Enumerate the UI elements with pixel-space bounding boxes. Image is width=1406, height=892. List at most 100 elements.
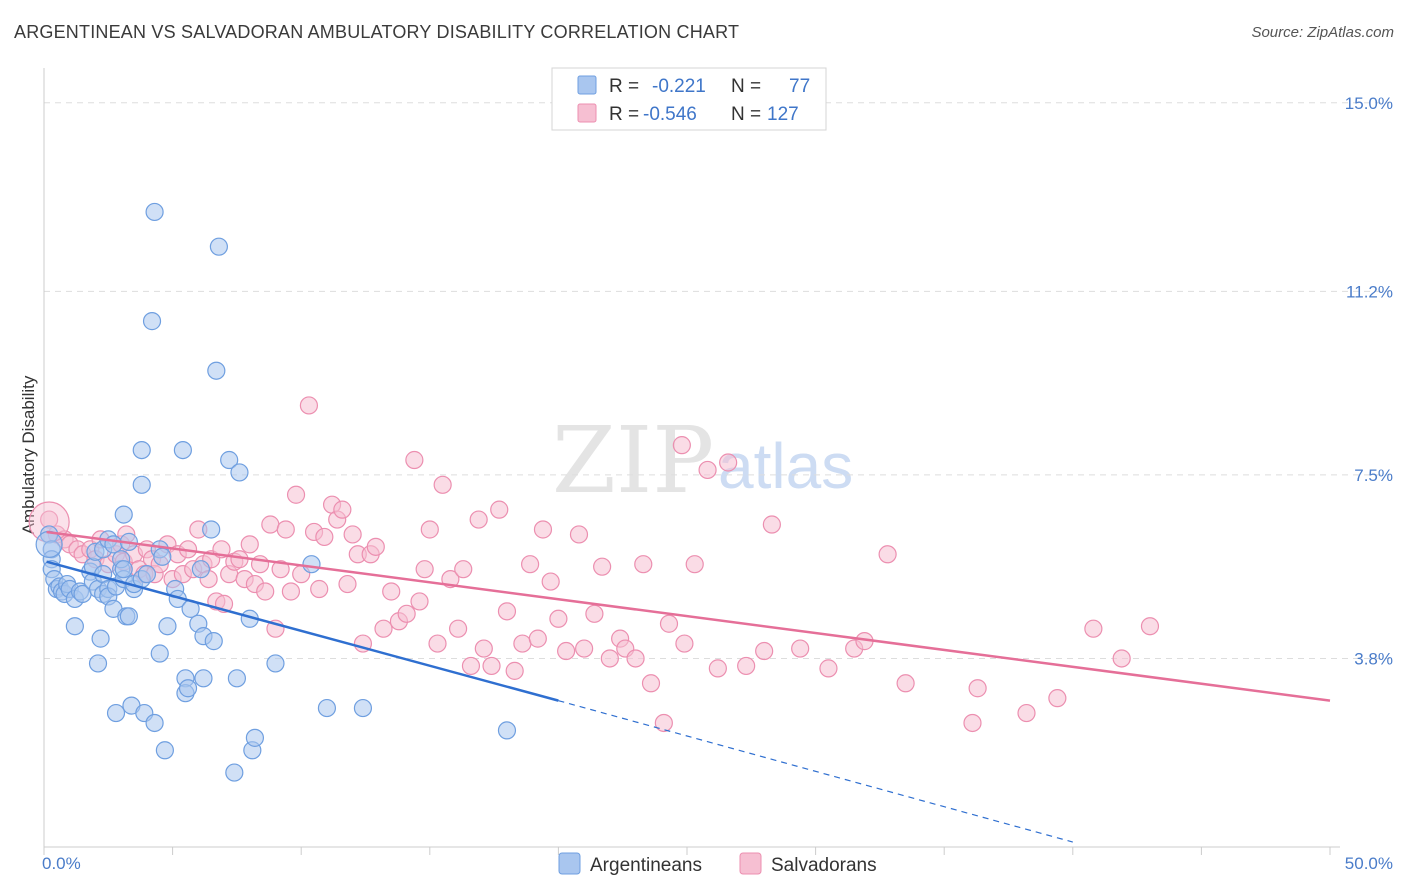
argentinean-point-54 xyxy=(155,741,174,760)
y-tick-label-2: 11.2% xyxy=(1346,282,1393,301)
salvadoran-point-63 xyxy=(382,582,401,601)
argentinean-point-69 xyxy=(207,361,226,380)
argentinean-point-23 xyxy=(88,654,108,673)
y-axis-label: Ambulatory Disability xyxy=(19,375,38,534)
salvadoran-point-85 xyxy=(533,520,553,539)
argentinean-point-39 xyxy=(119,607,138,626)
salvadoran-point-66 xyxy=(405,450,424,470)
argentinean-point-45 xyxy=(132,475,151,494)
salvadoran-point-96 xyxy=(626,649,645,668)
legend-n-value-1: 77 xyxy=(789,76,810,97)
argentinean-point-80 xyxy=(317,698,337,718)
legend-r-value-2: -0.546 xyxy=(643,104,697,125)
salvadoran-point-46 xyxy=(281,582,301,601)
argentinean-point-48 xyxy=(145,202,164,222)
argentineans-trend-extension xyxy=(558,700,1073,843)
argentinean-point-81 xyxy=(353,698,373,718)
salvadoran-point-89 xyxy=(569,525,589,544)
argentinean-point-68 xyxy=(204,632,223,651)
salvadoran-point-74 xyxy=(454,560,473,579)
salvadoran-point-61 xyxy=(366,537,385,556)
argentinean-point-52 xyxy=(150,644,169,663)
salvadoran-point-107 xyxy=(737,656,756,676)
stats-legend: R = -0.221 N = 77 R = -0.546 N = 127 xyxy=(551,67,827,131)
salvadoran-point-91 xyxy=(585,604,604,623)
salvadoran-point-65 xyxy=(397,604,416,623)
argentinean-point-73 xyxy=(227,669,246,688)
y-tick-label-3: 15.0% xyxy=(1345,94,1393,113)
argentinean-point-53 xyxy=(153,547,172,566)
series-label-salvadorans: Salvadorans xyxy=(771,855,877,876)
legend-swatch-pink xyxy=(577,103,597,123)
x-axis-ticks xyxy=(43,847,1331,855)
salvadoran-point-119 xyxy=(1048,689,1067,708)
salvadorans-points xyxy=(28,396,1160,733)
salvadoran-point-38 xyxy=(240,535,259,554)
series-swatch-salvadorans xyxy=(739,852,762,875)
salvadoran-point-106 xyxy=(719,453,738,472)
argentinean-point-72 xyxy=(225,763,244,782)
salvadoran-point-82 xyxy=(513,634,532,653)
argentinean-point-55 xyxy=(158,617,177,636)
salvadoran-point-75 xyxy=(461,656,481,676)
argentinean-point-82 xyxy=(497,721,517,740)
salvadoran-point-116 xyxy=(963,713,982,733)
salvadoran-point-108 xyxy=(755,641,774,661)
salvadoran-point-86 xyxy=(541,572,560,591)
salvadoran-point-99 xyxy=(654,713,673,733)
legend-n-label-1: N = xyxy=(731,76,761,97)
argentinean-point-79 xyxy=(302,555,321,574)
salvadoran-point-55 xyxy=(333,500,352,519)
salvadoran-point-41 xyxy=(256,582,275,601)
salvadoran-point-87 xyxy=(549,609,568,628)
argentineans-trend-line xyxy=(46,560,559,702)
salvadoran-point-49 xyxy=(299,396,319,415)
salvadoran-point-77 xyxy=(474,639,493,658)
salvadoran-point-93 xyxy=(600,649,619,668)
argentinean-point-cluster xyxy=(35,530,63,558)
argentinean-point-58 xyxy=(173,440,192,460)
salvadoran-point-120 xyxy=(1084,619,1103,638)
salvadoran-point-122 xyxy=(1140,617,1160,636)
salvadoran-point-56 xyxy=(338,574,357,594)
argentinean-point-70 xyxy=(209,237,228,256)
x-tick-label-min: 0.0% xyxy=(42,854,81,873)
salvadoran-point-76 xyxy=(469,510,488,529)
salvadoran-point-42 xyxy=(261,515,280,534)
salvadoran-point-104 xyxy=(698,460,717,480)
salvadoran-point-81 xyxy=(505,661,524,680)
salvadoran-point-100 xyxy=(659,614,679,633)
argentinean-point-78 xyxy=(266,654,285,673)
salvadoran-point-78 xyxy=(482,656,501,676)
argentinean-point-71 xyxy=(220,450,239,470)
salvadoran-point-73 xyxy=(448,619,468,638)
argentinean-point-38 xyxy=(114,560,133,579)
salvadoran-point-110 xyxy=(791,639,810,658)
salvadoran-point-45 xyxy=(276,520,295,539)
salvadoran-point-92 xyxy=(593,557,612,576)
salvadoran-point-118 xyxy=(1017,703,1036,723)
salvadoran-point-105 xyxy=(708,659,727,678)
y-axis-tick-labels: 3.8% 7.5% 11.2% 15.0% xyxy=(1345,94,1393,669)
legend-n-value-2: 127 xyxy=(767,104,799,125)
legend-r-label-2: R = xyxy=(609,104,639,125)
argentinean-point-61 xyxy=(178,679,198,698)
argentinean-point-27 xyxy=(91,629,110,648)
x-tick-label-max: 50.0% xyxy=(1345,854,1393,873)
salvadoran-point-79 xyxy=(490,500,509,519)
y-tick-label-0: 3.8% xyxy=(1354,649,1393,668)
salvadoran-point-97 xyxy=(634,555,653,574)
salvadoran-point-101 xyxy=(672,436,691,455)
salvadoran-point-111 xyxy=(819,659,838,678)
salvadoran-point-71 xyxy=(433,475,452,494)
trend-lines xyxy=(46,530,1331,843)
salvadoran-point-57 xyxy=(343,525,362,544)
salvadoran-point-44 xyxy=(271,560,290,579)
argentinean-point-35 xyxy=(114,505,133,524)
series-legend: Argentineans Salvadorans xyxy=(558,852,877,876)
salvadoran-point-121 xyxy=(1112,649,1131,668)
salvadoran-point-115 xyxy=(896,674,915,693)
salvadoran-point-51 xyxy=(310,579,329,599)
argentinean-point-47 xyxy=(137,565,156,584)
